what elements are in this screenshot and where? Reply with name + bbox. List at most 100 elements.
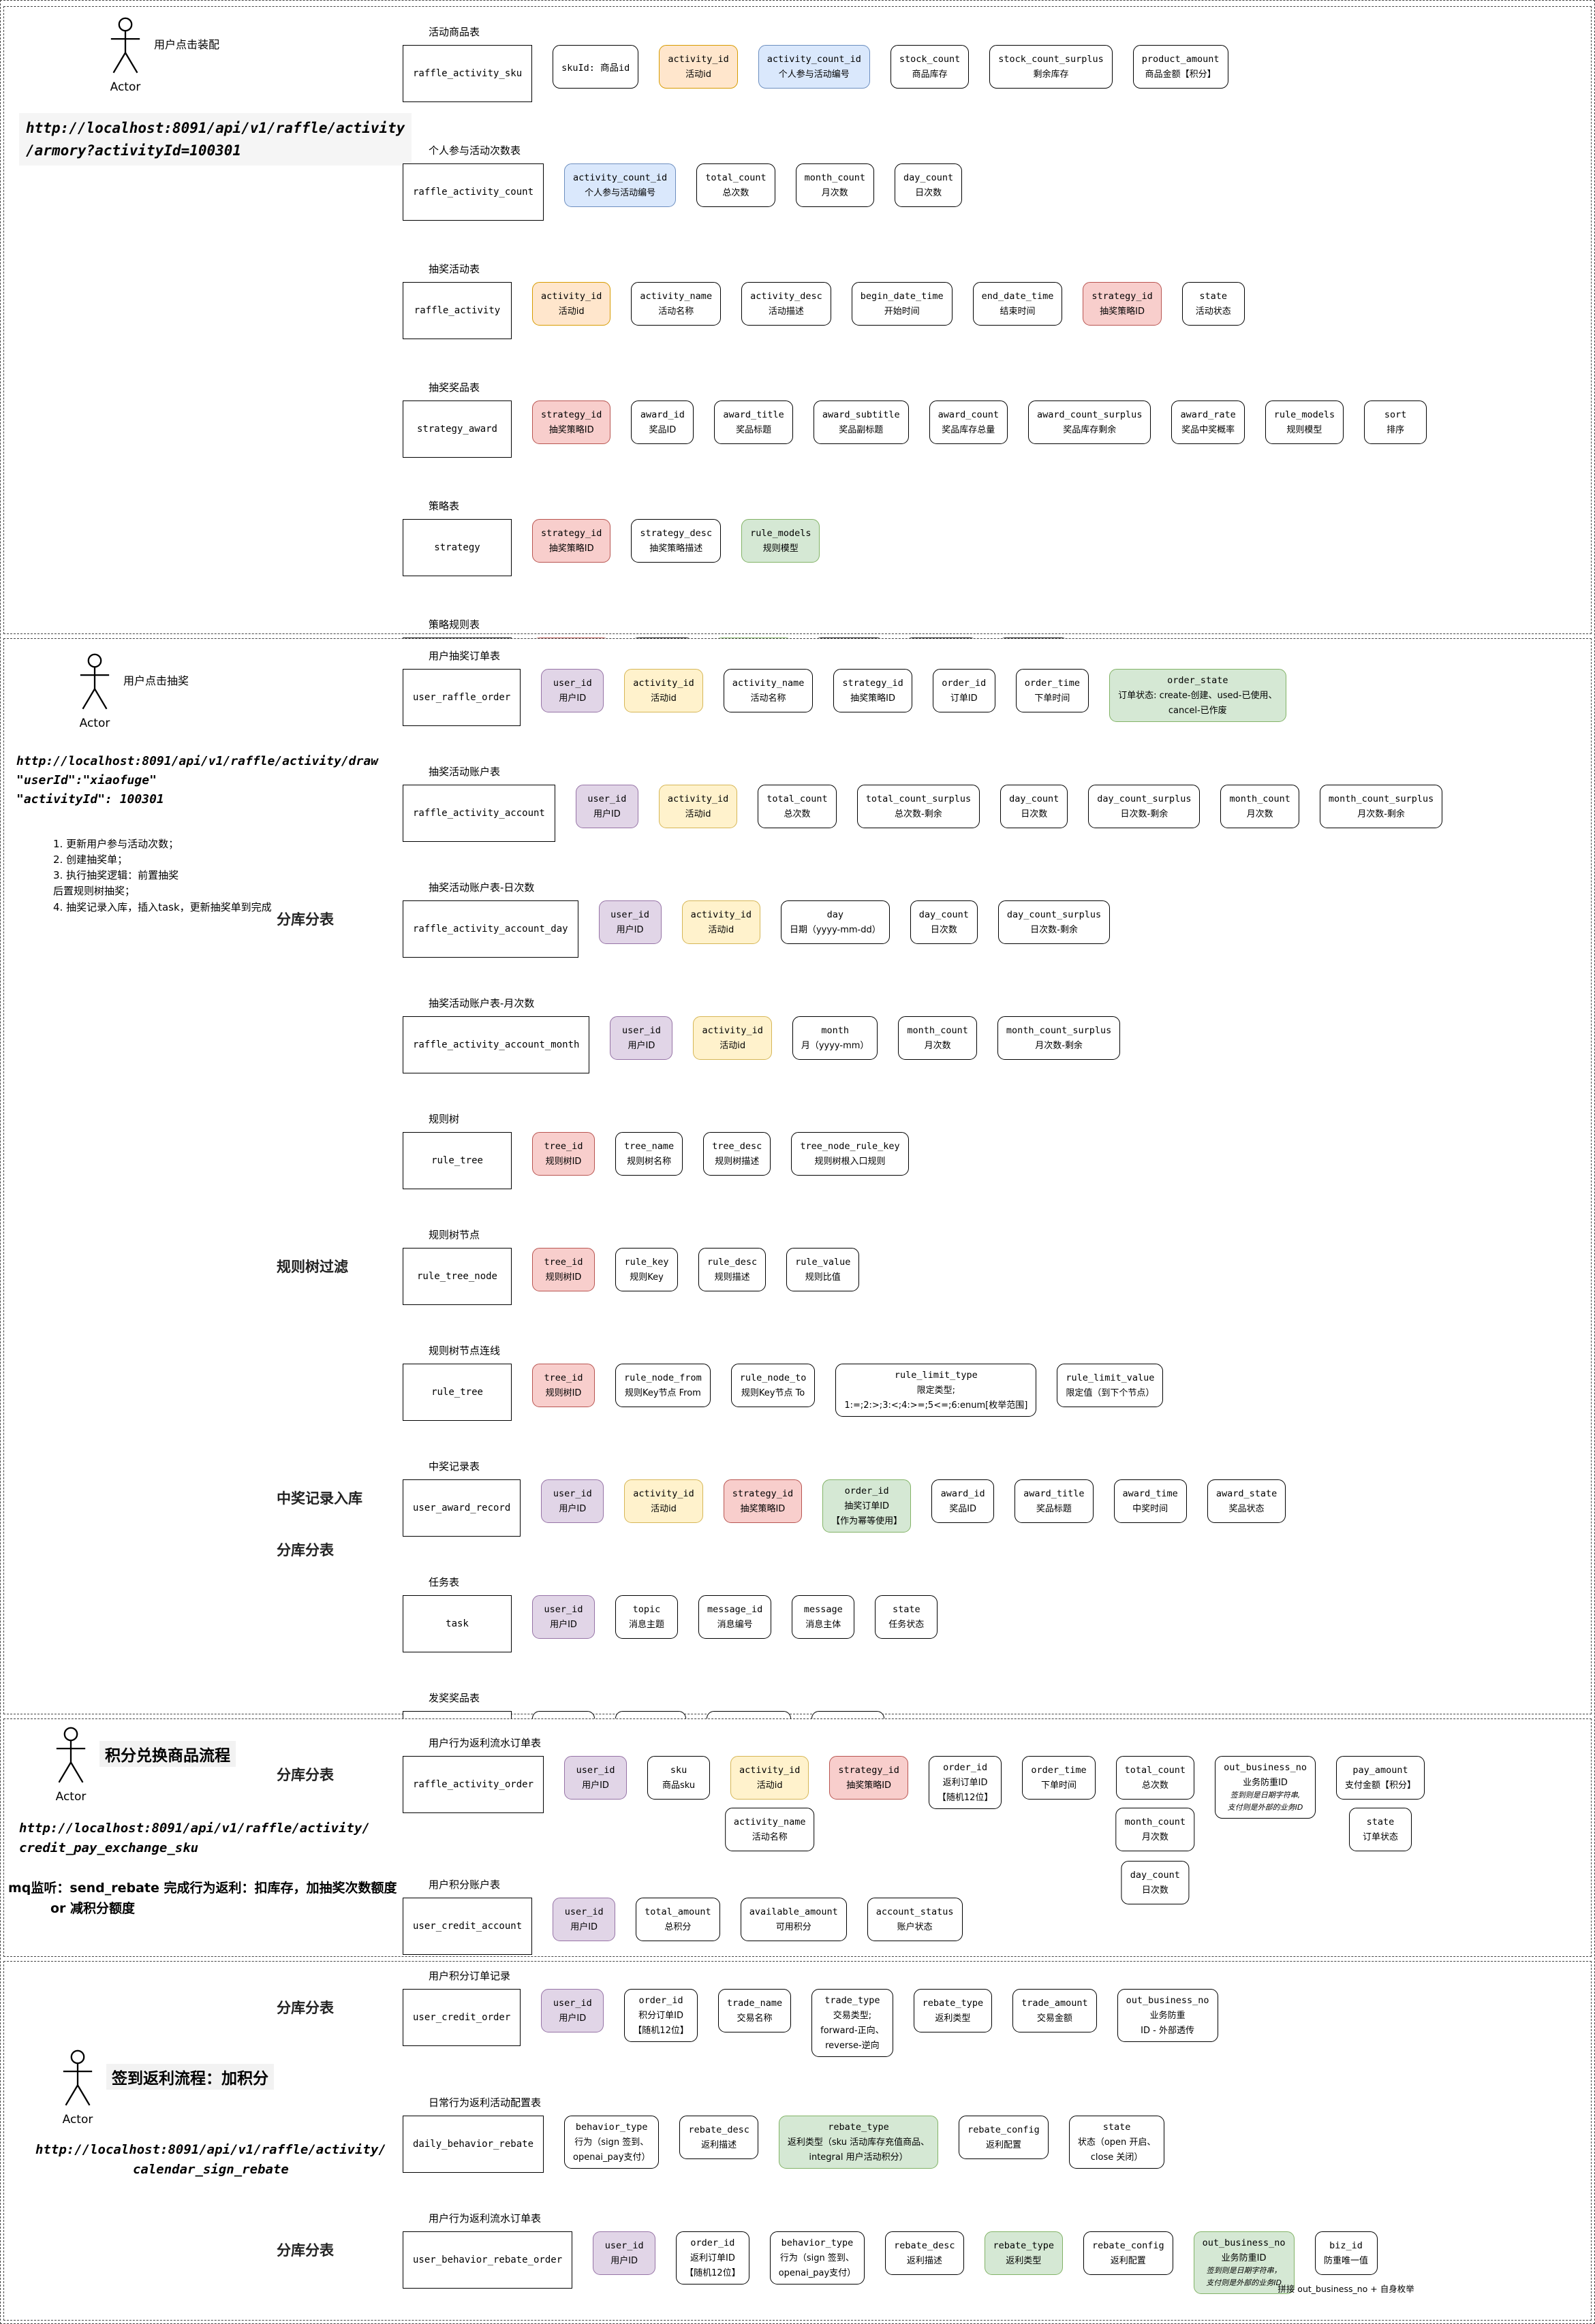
table-name-box: strategy bbox=[403, 519, 512, 576]
field-name: day_count_surplus bbox=[1006, 909, 1102, 920]
process-title: 用户点击装配 bbox=[154, 38, 220, 51]
field-cell: award_id 奖品ID bbox=[631, 401, 694, 444]
field-desc: 返利描述 bbox=[701, 2140, 737, 2150]
field-desc: 总次数-剩余 bbox=[895, 809, 942, 819]
field-name: activity_id bbox=[702, 1025, 763, 1036]
field-desc: 规则树ID bbox=[545, 1388, 582, 1398]
field-desc: 活动id bbox=[756, 1780, 783, 1791]
field-desc: 用户ID bbox=[550, 1620, 577, 1630]
field-cell: state 任务状态 bbox=[875, 1595, 938, 1639]
field-desc: 月次数 bbox=[924, 1041, 951, 1051]
field-cell: total_count 总次数 bbox=[758, 785, 837, 828]
url-line: http://localhost:8091/api/v1/raffle/acti… bbox=[16, 754, 379, 768]
note-line: 1. 更新用户参与活动次数； bbox=[53, 837, 179, 850]
field-box: tree_id 规则树ID bbox=[532, 1132, 595, 1176]
field-desc: 总次数 bbox=[722, 188, 749, 198]
field-desc: 抽奖策略ID bbox=[740, 1504, 786, 1514]
note-line: 3. 执行抽奖逻辑：前置抽奖 bbox=[53, 869, 179, 882]
field-desc: 下单时间 bbox=[1041, 1780, 1077, 1791]
table-title: 策略表 bbox=[429, 500, 460, 512]
side-label: 分库分表 bbox=[277, 2242, 334, 2259]
url-line: http://localhost:8091/api/v1/raffle/acti… bbox=[26, 120, 405, 136]
field-name: task bbox=[446, 1618, 469, 1629]
field-desc: 【随机12位】 bbox=[633, 2026, 689, 2036]
field-cell: order_time 下单时间 bbox=[1015, 669, 1089, 712]
endpoint-url: http://localhost:8091/api/v1/raffle/acti… bbox=[29, 2136, 393, 2184]
field-name: total_count bbox=[1124, 1765, 1186, 1776]
field-name: state bbox=[1366, 1817, 1395, 1827]
field-desc: 抽奖策略ID bbox=[1100, 307, 1145, 317]
field-cell: activity_count_id 个人参与活动编号 bbox=[758, 45, 870, 89]
side-label: 分库分表 bbox=[277, 1767, 334, 1783]
field-cell: rebate_config 返利配置 bbox=[959, 2116, 1049, 2159]
field-box: order_id 订单ID bbox=[932, 669, 995, 712]
table-title: 规则树节点 bbox=[429, 1229, 480, 1241]
field-box: order_id 积分订单ID 【随机12位】 bbox=[624, 1989, 698, 2042]
field-cell: skuId: 商品id bbox=[553, 45, 639, 89]
table-name-box: raffle_activity bbox=[403, 282, 512, 339]
field-cell: user_id 用户ID bbox=[575, 785, 638, 828]
field-desc: 规则模型 bbox=[762, 544, 799, 554]
field-box: month_count 月次数 bbox=[898, 1016, 977, 1060]
field-desc: 规则Key节点 To bbox=[741, 1388, 805, 1398]
field-box: activity_name 活动名称 bbox=[631, 282, 722, 326]
field-name: activity_count_id bbox=[573, 172, 668, 183]
field-desc: 剩余库存 bbox=[1033, 69, 1069, 80]
table-name-box: rule_tree_node bbox=[403, 1248, 512, 1305]
field-desc: 积分订单ID bbox=[638, 2011, 683, 2021]
field-name: user_credit_account bbox=[413, 1921, 523, 1932]
field-cell: rule_limit_type 限定类型; 1:=;2:>;3:<;4:>=;5<=… bbox=[835, 1364, 1037, 1417]
field-name: tree_id bbox=[544, 1257, 583, 1268]
field-box: rebate_type 返利类型 bbox=[913, 1989, 993, 2032]
field-cell: activity_id 活动id bbox=[659, 45, 738, 89]
field-cell: order_id 抽奖订单ID 【作为幂等使用】 bbox=[822, 1479, 912, 1533]
field-cell: rule_models 规则模型 bbox=[741, 519, 820, 563]
field-name: month bbox=[821, 1025, 849, 1036]
field-cell: award_title 奖品标题 bbox=[1015, 1479, 1094, 1523]
field-name: rebate_desc bbox=[688, 2124, 749, 2135]
field-box: award_count 奖品库存总量 bbox=[929, 401, 1008, 444]
url-line: http://localhost:8091/api/v1/raffle/acti… bbox=[35, 2142, 386, 2157]
table-title: 任务表 bbox=[429, 1576, 460, 1588]
field-name: total_amount bbox=[645, 1906, 711, 1917]
field-sub-note: 支付则是外部的业务ID bbox=[1206, 2278, 1282, 2287]
field-box: award_rate 奖品中奖概率 bbox=[1171, 401, 1245, 444]
field-name: trade_amount bbox=[1021, 1998, 1088, 2009]
field-name: rule_node_from bbox=[624, 1372, 702, 1383]
field-cell: rebate_desc 返利描述 bbox=[885, 2231, 964, 2275]
actor-block: Actor 签到返利流程：加积分 bbox=[59, 2049, 403, 2126]
field-box: stock_count_surplus 剩余库存 bbox=[989, 45, 1113, 89]
field-desc: 状态（open 开启、 bbox=[1077, 2137, 1156, 2148]
field-cell: activity_id 活动id bbox=[658, 785, 738, 828]
field-name: day_count_surplus bbox=[1097, 794, 1192, 804]
field-cell: award_subtitle 奖品副标题 bbox=[813, 401, 909, 444]
field-box: product_amount 商品金额【积分】 bbox=[1132, 45, 1228, 89]
field-desc: 限定类型; bbox=[916, 1385, 956, 1396]
field-cell: rebate_type 返利类型 bbox=[984, 2231, 1063, 2275]
field-box: state 订单状态 bbox=[1348, 1808, 1412, 1851]
table-title: 用户积分订单记录 bbox=[429, 1970, 511, 1982]
field-box: activity_id 活动id bbox=[730, 1756, 809, 1800]
field-name: user_id bbox=[587, 794, 627, 804]
field-desc: 日次数 bbox=[930, 925, 957, 935]
table-name-box: user_credit_account bbox=[403, 1898, 533, 1955]
field-desc: 活动id bbox=[651, 1504, 677, 1514]
field-name: user_id bbox=[553, 678, 592, 689]
table-title: 日常行为返利活动配置表 bbox=[429, 2097, 542, 2109]
field-desc: 限定值（到下个节点） bbox=[1066, 1388, 1155, 1398]
field-name: tree_id bbox=[544, 1141, 583, 1152]
field-cell: tree_id 规则树ID bbox=[532, 1132, 595, 1176]
field-name: user_raffle_order bbox=[413, 692, 511, 703]
field-cell: activity_id 活动id bbox=[681, 900, 760, 944]
table-block-rule_tree: 规则树 rule_tree tree_id 规则树ID tree_name 规则树名称 tr… bbox=[403, 1112, 1594, 1189]
field-name: state bbox=[892, 1604, 920, 1615]
field-box: message 消息主体 bbox=[792, 1595, 855, 1639]
field-name: activity_id bbox=[668, 54, 729, 65]
field-name: user_id bbox=[604, 2240, 644, 2251]
table-name-box: raffle_activity_sku bbox=[403, 45, 533, 102]
field-desc: 奖品库存剩余 bbox=[1063, 425, 1117, 435]
table-title: 个人参与活动次数表 bbox=[429, 144, 521, 157]
field-box: activity_id 活动id bbox=[693, 1016, 772, 1060]
table-name-box: raffle_activity_account_month bbox=[403, 1016, 590, 1073]
field-cell: available_amount 可用积分 bbox=[740, 1898, 847, 1941]
